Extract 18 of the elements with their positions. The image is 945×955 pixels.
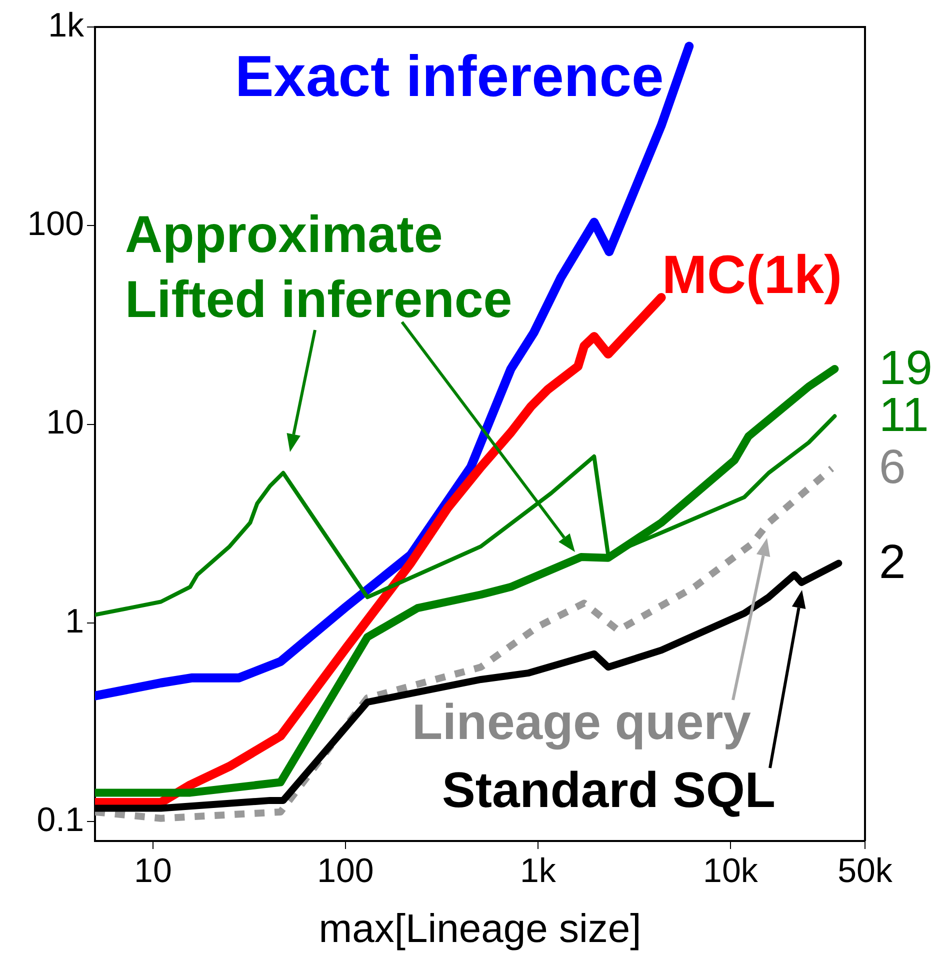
annotation: Approximate Lifted inference <box>125 205 514 331</box>
x-tick-label: 10k <box>703 852 759 890</box>
y-tick-label: 1k <box>48 6 85 44</box>
y-tick-label: 10 <box>46 404 84 442</box>
series-label: MC(1k) <box>662 245 842 305</box>
series-label: Lineage query <box>412 694 751 750</box>
x-tick-label: 50k <box>838 852 894 890</box>
y-tick-label: 100 <box>27 205 84 244</box>
data-label: 6 <box>879 441 906 494</box>
y-tick-label: 1 <box>65 602 84 640</box>
x-tick-label: 1k <box>520 852 557 890</box>
x-tick-label: 10 <box>134 852 172 890</box>
x-tick-label: 100 <box>317 852 374 890</box>
series-label: Standard SQL <box>442 762 776 818</box>
y-tick-label: 0.1 <box>36 801 84 840</box>
data-label: 2 <box>879 536 906 590</box>
x-axis-title: max[Lineage size] <box>318 907 642 952</box>
series-label: Exact inference <box>235 44 664 109</box>
